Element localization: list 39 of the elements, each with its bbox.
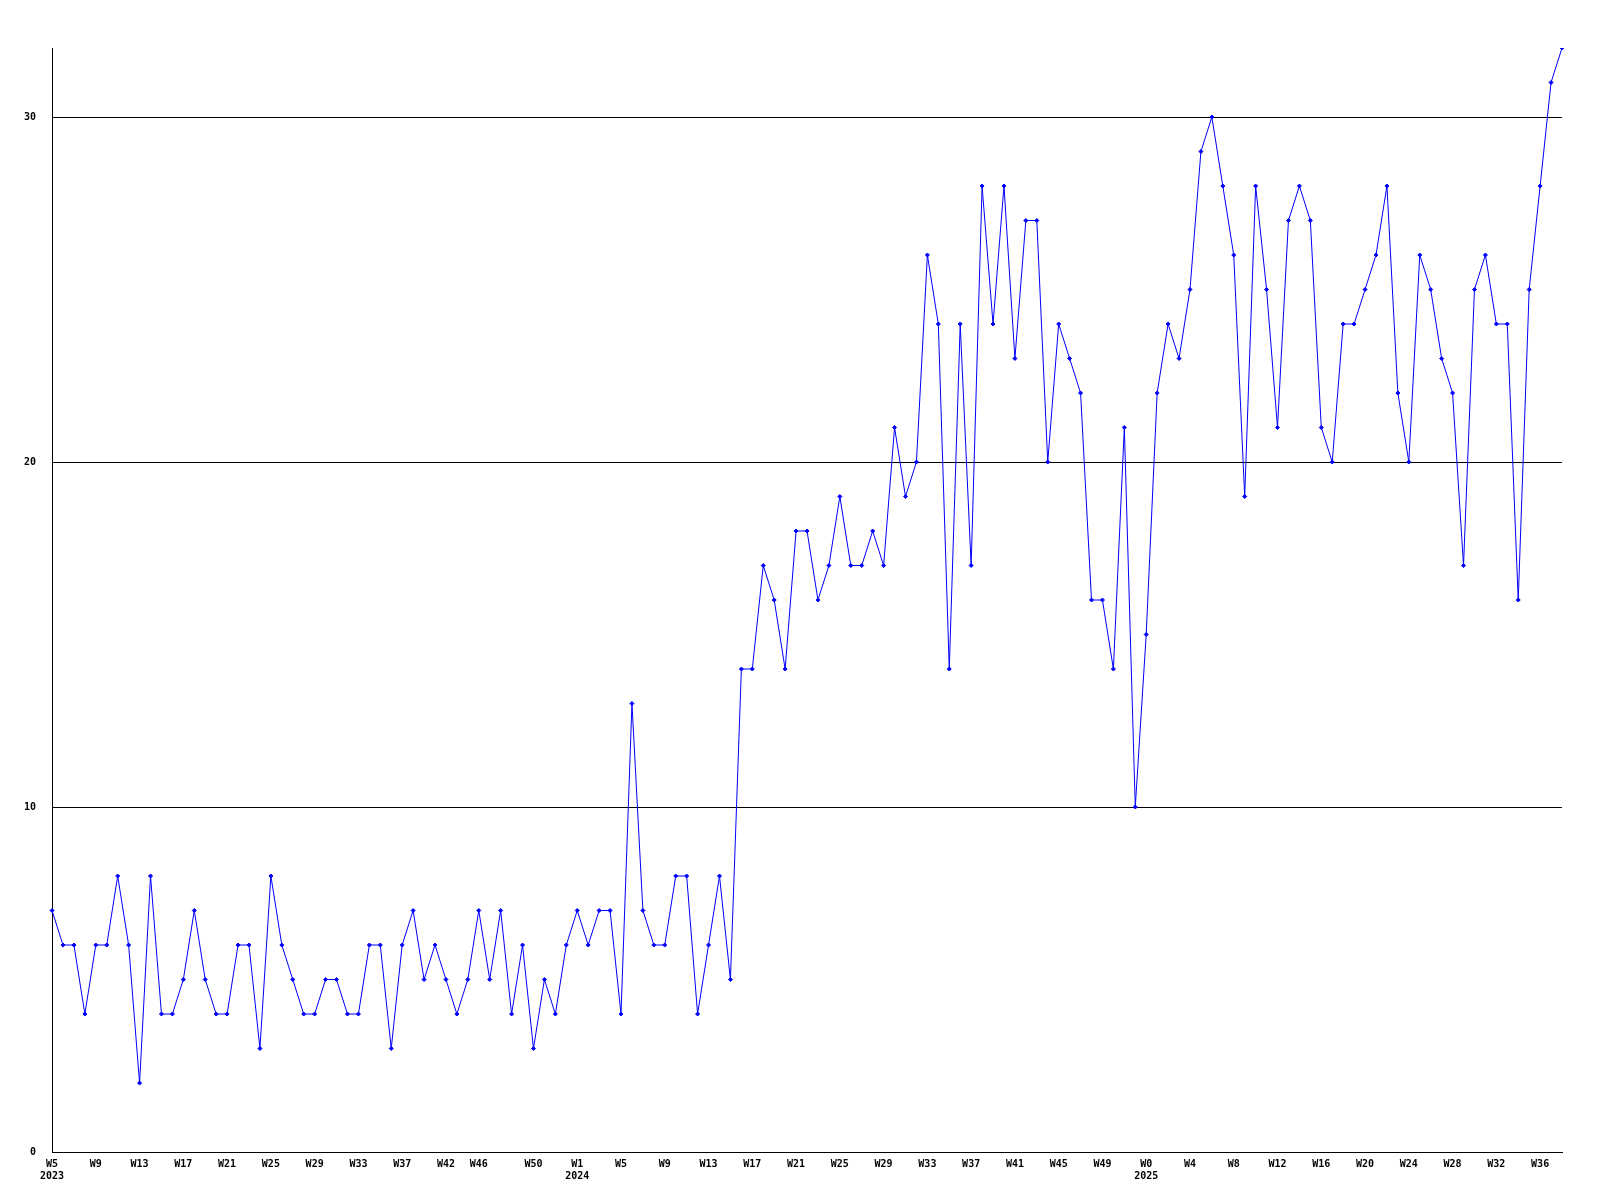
x-tick-label: W41 [1005,1157,1024,1169]
x-tick-label: W49 [1093,1157,1112,1169]
x-tick-label: W20 [1356,1157,1375,1169]
x-tick-label: W45 [1049,1157,1068,1169]
x-tick-label: W36 [1531,1157,1550,1169]
x-tick-label: W28 [1443,1157,1462,1169]
x-tick-label: W13 [699,1157,718,1169]
x-tick-label: W1 2024 [565,1157,590,1181]
x-tick-label: W29 [874,1157,893,1169]
y-tick-label: 20 [23,455,37,467]
x-tick-label: W4 [1183,1157,1196,1169]
x-tick-label: W25 [830,1157,849,1169]
x-tick-label: W17 [743,1157,762,1169]
x-tick-label: W8 [1227,1157,1240,1169]
x-tick-label: W33 [349,1157,368,1169]
x-tick-label: W5 [614,1157,628,1169]
x-tick-label: W17 [174,1157,193,1169]
x-tick-label: W12 [1268,1157,1287,1169]
x-tick-label: W32 [1487,1157,1506,1169]
y-tick-label: 30 [23,110,37,122]
y-tick-label: 0 [30,1145,37,1157]
x-tick-label: W42 [436,1157,455,1169]
x-tick-label: W21 [218,1157,237,1169]
x-tick-label: W21 [787,1157,806,1169]
x-tick-label: W50 [524,1157,543,1169]
x-tick-label: W9 [658,1157,671,1169]
x-tick-label: W25 [261,1157,280,1169]
x-tick-label: W24 [1399,1157,1418,1169]
x-tick-label: W37 [393,1157,412,1169]
x-tick-label: W9 [89,1157,102,1169]
x-tick-label: W5 2023 [39,1157,65,1181]
y-tick-label: 10 [23,800,37,812]
x-tick-label: W33 [918,1157,937,1169]
x-tick-label: W29 [305,1157,324,1169]
x-tick-label: W0 2025 [1134,1157,1159,1181]
x-tick-label: W13 [130,1157,149,1169]
x-tick-label: W46 [469,1157,488,1169]
x-tick-label: W16 [1312,1157,1331,1169]
x-tick-label: W37 [962,1157,981,1169]
